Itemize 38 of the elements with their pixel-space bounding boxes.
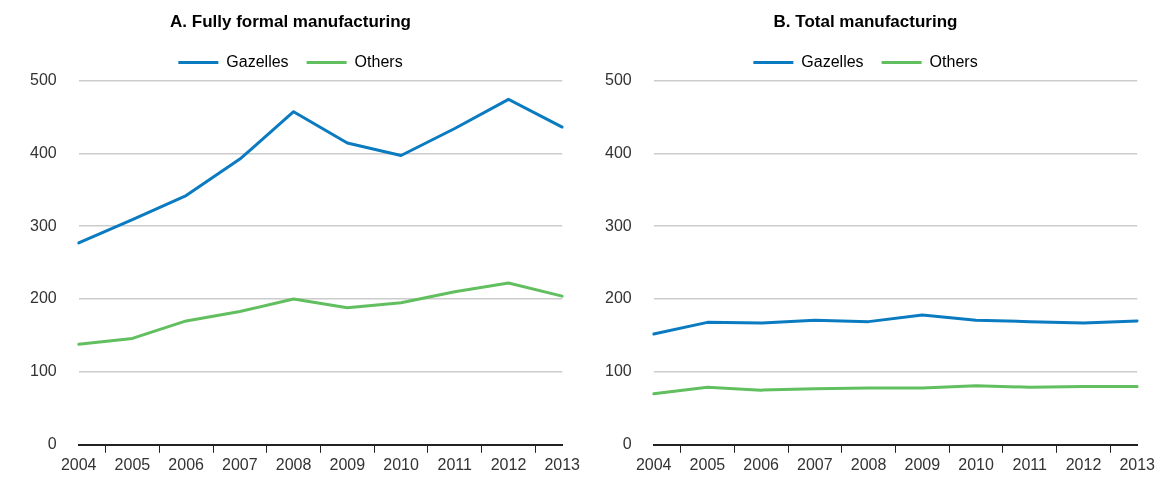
y-tick-label: 300 <box>604 216 632 234</box>
y-tick-label: 0 <box>622 435 632 453</box>
x-tick-label: 2012 <box>1065 455 1102 473</box>
x-tick-label: 2006 <box>168 455 205 473</box>
x-tick-label: 2013 <box>544 455 581 473</box>
x-tick-label: 2006 <box>743 455 780 473</box>
chart-title: A. Fully formal manufacturing <box>170 11 411 31</box>
x-tick-label: 2010 <box>383 455 419 473</box>
x-tick-label: 2012 <box>490 455 527 473</box>
x-tick-label: 2005 <box>689 455 726 473</box>
chart-title: B. Total manufacturing <box>773 11 958 31</box>
y-tick-label: 200 <box>604 289 632 307</box>
legend-label: Gazelles <box>801 52 864 70</box>
x-tick-label: 2011 <box>1012 455 1048 473</box>
y-tick-label: 100 <box>604 362 632 380</box>
y-tick-label: 100 <box>29 362 57 380</box>
y-tick-label: 500 <box>604 70 632 88</box>
y-tick-label: 400 <box>604 143 632 161</box>
legend-label: Others <box>929 52 978 70</box>
x-tick-label: 2013 <box>1119 455 1156 473</box>
y-tick-label: 0 <box>47 435 57 453</box>
x-tick-label: 2005 <box>114 455 151 473</box>
x-tick-label: 2004 <box>60 455 97 473</box>
x-tick-label: 2008 <box>850 455 887 473</box>
legend-label: Others <box>354 52 403 70</box>
x-tick-label: 2007 <box>797 455 833 473</box>
y-tick-label: 400 <box>29 143 57 161</box>
y-tick-label: 300 <box>29 216 57 234</box>
x-tick-label: 2007 <box>222 455 258 473</box>
y-tick-label: 200 <box>29 289 57 307</box>
x-tick-label: 2009 <box>904 455 941 473</box>
y-tick-label: 500 <box>29 70 57 88</box>
x-tick-label: 2004 <box>635 455 672 473</box>
x-tick-label: 2008 <box>275 455 312 473</box>
legend-label: Gazelles <box>226 52 289 70</box>
x-tick-label: 2011 <box>437 455 473 473</box>
x-tick-label: 2010 <box>958 455 994 473</box>
x-tick-label: 2009 <box>329 455 366 473</box>
